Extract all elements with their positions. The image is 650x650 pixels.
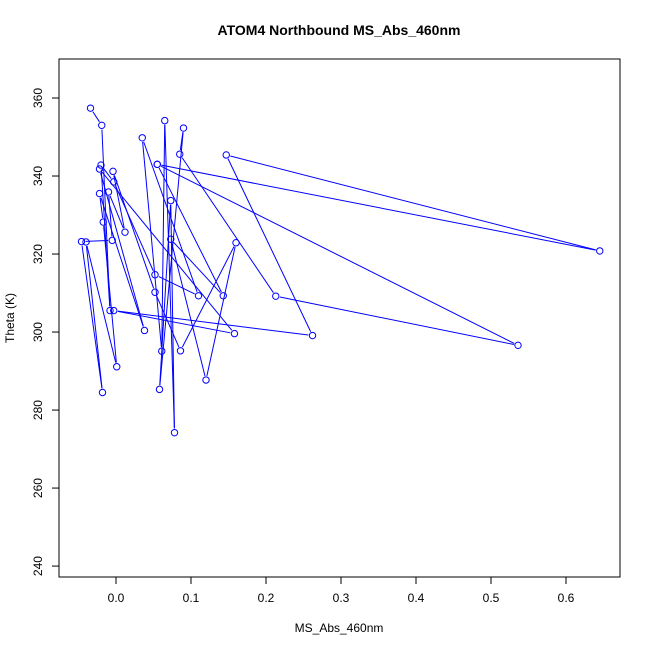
data-point (161, 116, 169, 125)
data-point (151, 271, 159, 279)
data-point (222, 151, 230, 159)
y-tick-label: 360 (31, 88, 45, 108)
data-point (140, 326, 149, 335)
series-segment (230, 155, 596, 251)
data-point (176, 150, 184, 158)
y-tick-label: 260 (31, 478, 45, 498)
data-point (176, 347, 185, 355)
series-segment (103, 168, 112, 179)
x-tick-label: 0.4 (408, 591, 425, 605)
x-axis-label: MS_Abs_460nm (295, 621, 384, 635)
series-segment (161, 164, 596, 251)
data-point (596, 247, 604, 255)
series-segment (103, 226, 117, 363)
data-point (121, 228, 129, 236)
series-segment (101, 171, 233, 331)
series-segment (160, 165, 515, 344)
data-point (194, 292, 203, 300)
series-segment (100, 197, 144, 327)
data-point (151, 288, 159, 296)
data-point (110, 178, 118, 186)
data-point (219, 292, 227, 300)
series-segment (81, 245, 103, 389)
series-segment (159, 132, 184, 386)
data-point (86, 104, 95, 112)
series-segment (227, 158, 312, 332)
data-point (104, 188, 113, 196)
series-segment (100, 172, 144, 327)
series-segment (156, 295, 180, 348)
x-tick-label: 0.6 (558, 591, 575, 605)
series-segment (179, 132, 184, 151)
series-segment (86, 245, 117, 363)
data-point (155, 385, 164, 394)
series-segment (159, 204, 171, 386)
series-segment (181, 246, 235, 348)
data-point (113, 363, 121, 371)
data-point (232, 239, 240, 247)
data-point (106, 306, 114, 315)
series-segment (206, 246, 236, 377)
data-point (158, 347, 166, 355)
data-point (153, 160, 161, 169)
series-segment (99, 197, 104, 218)
y-tick-label: 240 (31, 556, 45, 576)
y-tick-label: 340 (31, 166, 45, 186)
data-point (179, 124, 188, 132)
series-segment (85, 246, 103, 389)
series-segment (108, 196, 113, 237)
x-tick-label: 0.1 (183, 591, 200, 605)
x-tick-label: 0.0 (108, 591, 125, 605)
plot-frame (58, 58, 621, 578)
data-point (514, 341, 522, 350)
y-tick-label: 320 (31, 244, 45, 264)
data-point (99, 218, 107, 226)
data-point (170, 428, 179, 437)
series-segment (117, 310, 309, 336)
series-segment (142, 141, 162, 348)
x-tick-label: 0.5 (483, 591, 500, 605)
series-layer (77, 104, 604, 437)
series-segment (158, 276, 195, 295)
series-segment (181, 157, 274, 293)
data-point (167, 196, 175, 205)
series-segment (92, 111, 100, 123)
x-tick-label: 0.3 (333, 591, 350, 605)
y-axis-label: Theta (K) (3, 293, 17, 343)
series-segment (117, 310, 231, 334)
series-segment (109, 195, 124, 229)
series-segment (173, 241, 221, 294)
data-point (98, 121, 106, 130)
data-point (95, 189, 104, 198)
series-segment (279, 296, 514, 345)
series-segment (114, 185, 154, 272)
axes: 0.0 0.1 0.2 0.3 0.4 0.5 0.6 240 260 280 300 320 340 3… (31, 88, 575, 605)
data-point (108, 236, 116, 245)
data-point (110, 306, 118, 315)
data-point (97, 161, 105, 169)
series-segment (113, 175, 155, 289)
data-point (98, 388, 107, 397)
data-point (82, 238, 90, 246)
data-point (272, 292, 280, 300)
series-segment (143, 141, 198, 292)
data-point (202, 376, 210, 384)
series-segment (158, 167, 222, 293)
y-tick-label: 280 (31, 400, 45, 420)
y-tick-label: 300 (31, 322, 45, 342)
data-point (95, 165, 104, 173)
data-point (308, 331, 317, 340)
data-point (230, 329, 239, 338)
data-point (138, 134, 146, 142)
x-tick-label: 0.2 (258, 591, 275, 605)
data-point (109, 167, 117, 176)
series-segment (171, 243, 206, 377)
data-point (77, 237, 86, 246)
data-point (167, 235, 175, 243)
chart-title: ATOM4 Northbound MS_Abs_460nm (218, 22, 461, 38)
